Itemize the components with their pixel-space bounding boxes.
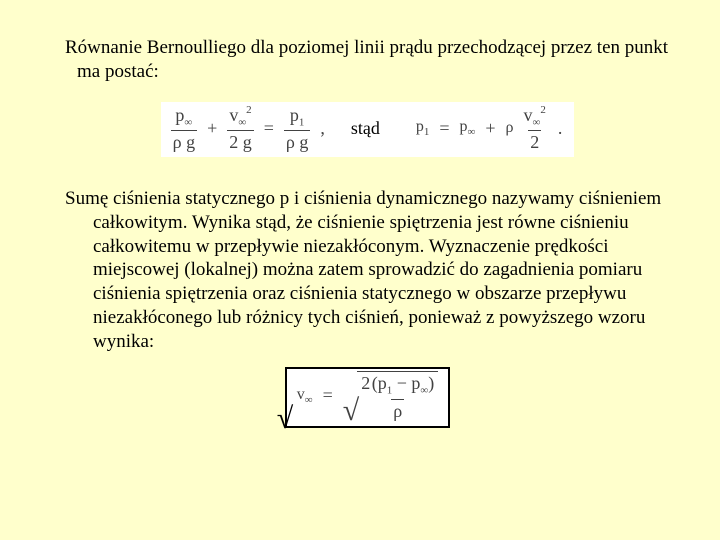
eq1-term2: v∞2 2 g: [227, 106, 254, 152]
paragraph-2: Sumę ciśnienia statycznego p i ciśnienia…: [65, 187, 670, 353]
eq2-frac: 2 (p1 − p∞) ρ: [359, 374, 436, 420]
hence-text: stąd: [351, 118, 380, 139]
eq1-rhs-frac: v∞2 2: [522, 106, 548, 152]
equation-1-container: p∞ ρ g + v∞2 2 g = p1 ρ g , stąd p1: [65, 102, 670, 158]
sqrt: √ 2 (p1 − p∞) ρ: [343, 371, 438, 420]
equals-op-2: =: [437, 118, 451, 139]
eq1-rho: ρ: [506, 119, 514, 137]
paragraph-1: Równanie Bernoulliego dla poziomej linii…: [65, 36, 670, 84]
eq1-term3: p1 ρ g: [284, 106, 310, 152]
equation-1: p∞ ρ g + v∞2 2 g = p1 ρ g , stąd p1: [161, 102, 575, 158]
eq1-term1: p∞ ρ g: [171, 106, 197, 152]
eq1-rhs-pinf: p∞: [460, 118, 476, 138]
plus-op: +: [205, 118, 219, 139]
extra-sqrt-glyph: √: [277, 402, 293, 436]
equals-op: =: [262, 118, 276, 139]
plus-op-2: +: [483, 118, 497, 139]
eq1-rhs-p1: p1: [416, 118, 430, 138]
eq2-lhs: v∞: [297, 386, 313, 406]
equals-op-3: =: [321, 385, 335, 406]
comma: ,: [318, 118, 327, 139]
equation-2: √ v∞ = √ 2 (p1 − p∞) ρ: [285, 367, 450, 428]
period: .: [556, 118, 565, 139]
equation-2-container: √ v∞ = √ 2 (p1 − p∞) ρ: [65, 367, 670, 428]
